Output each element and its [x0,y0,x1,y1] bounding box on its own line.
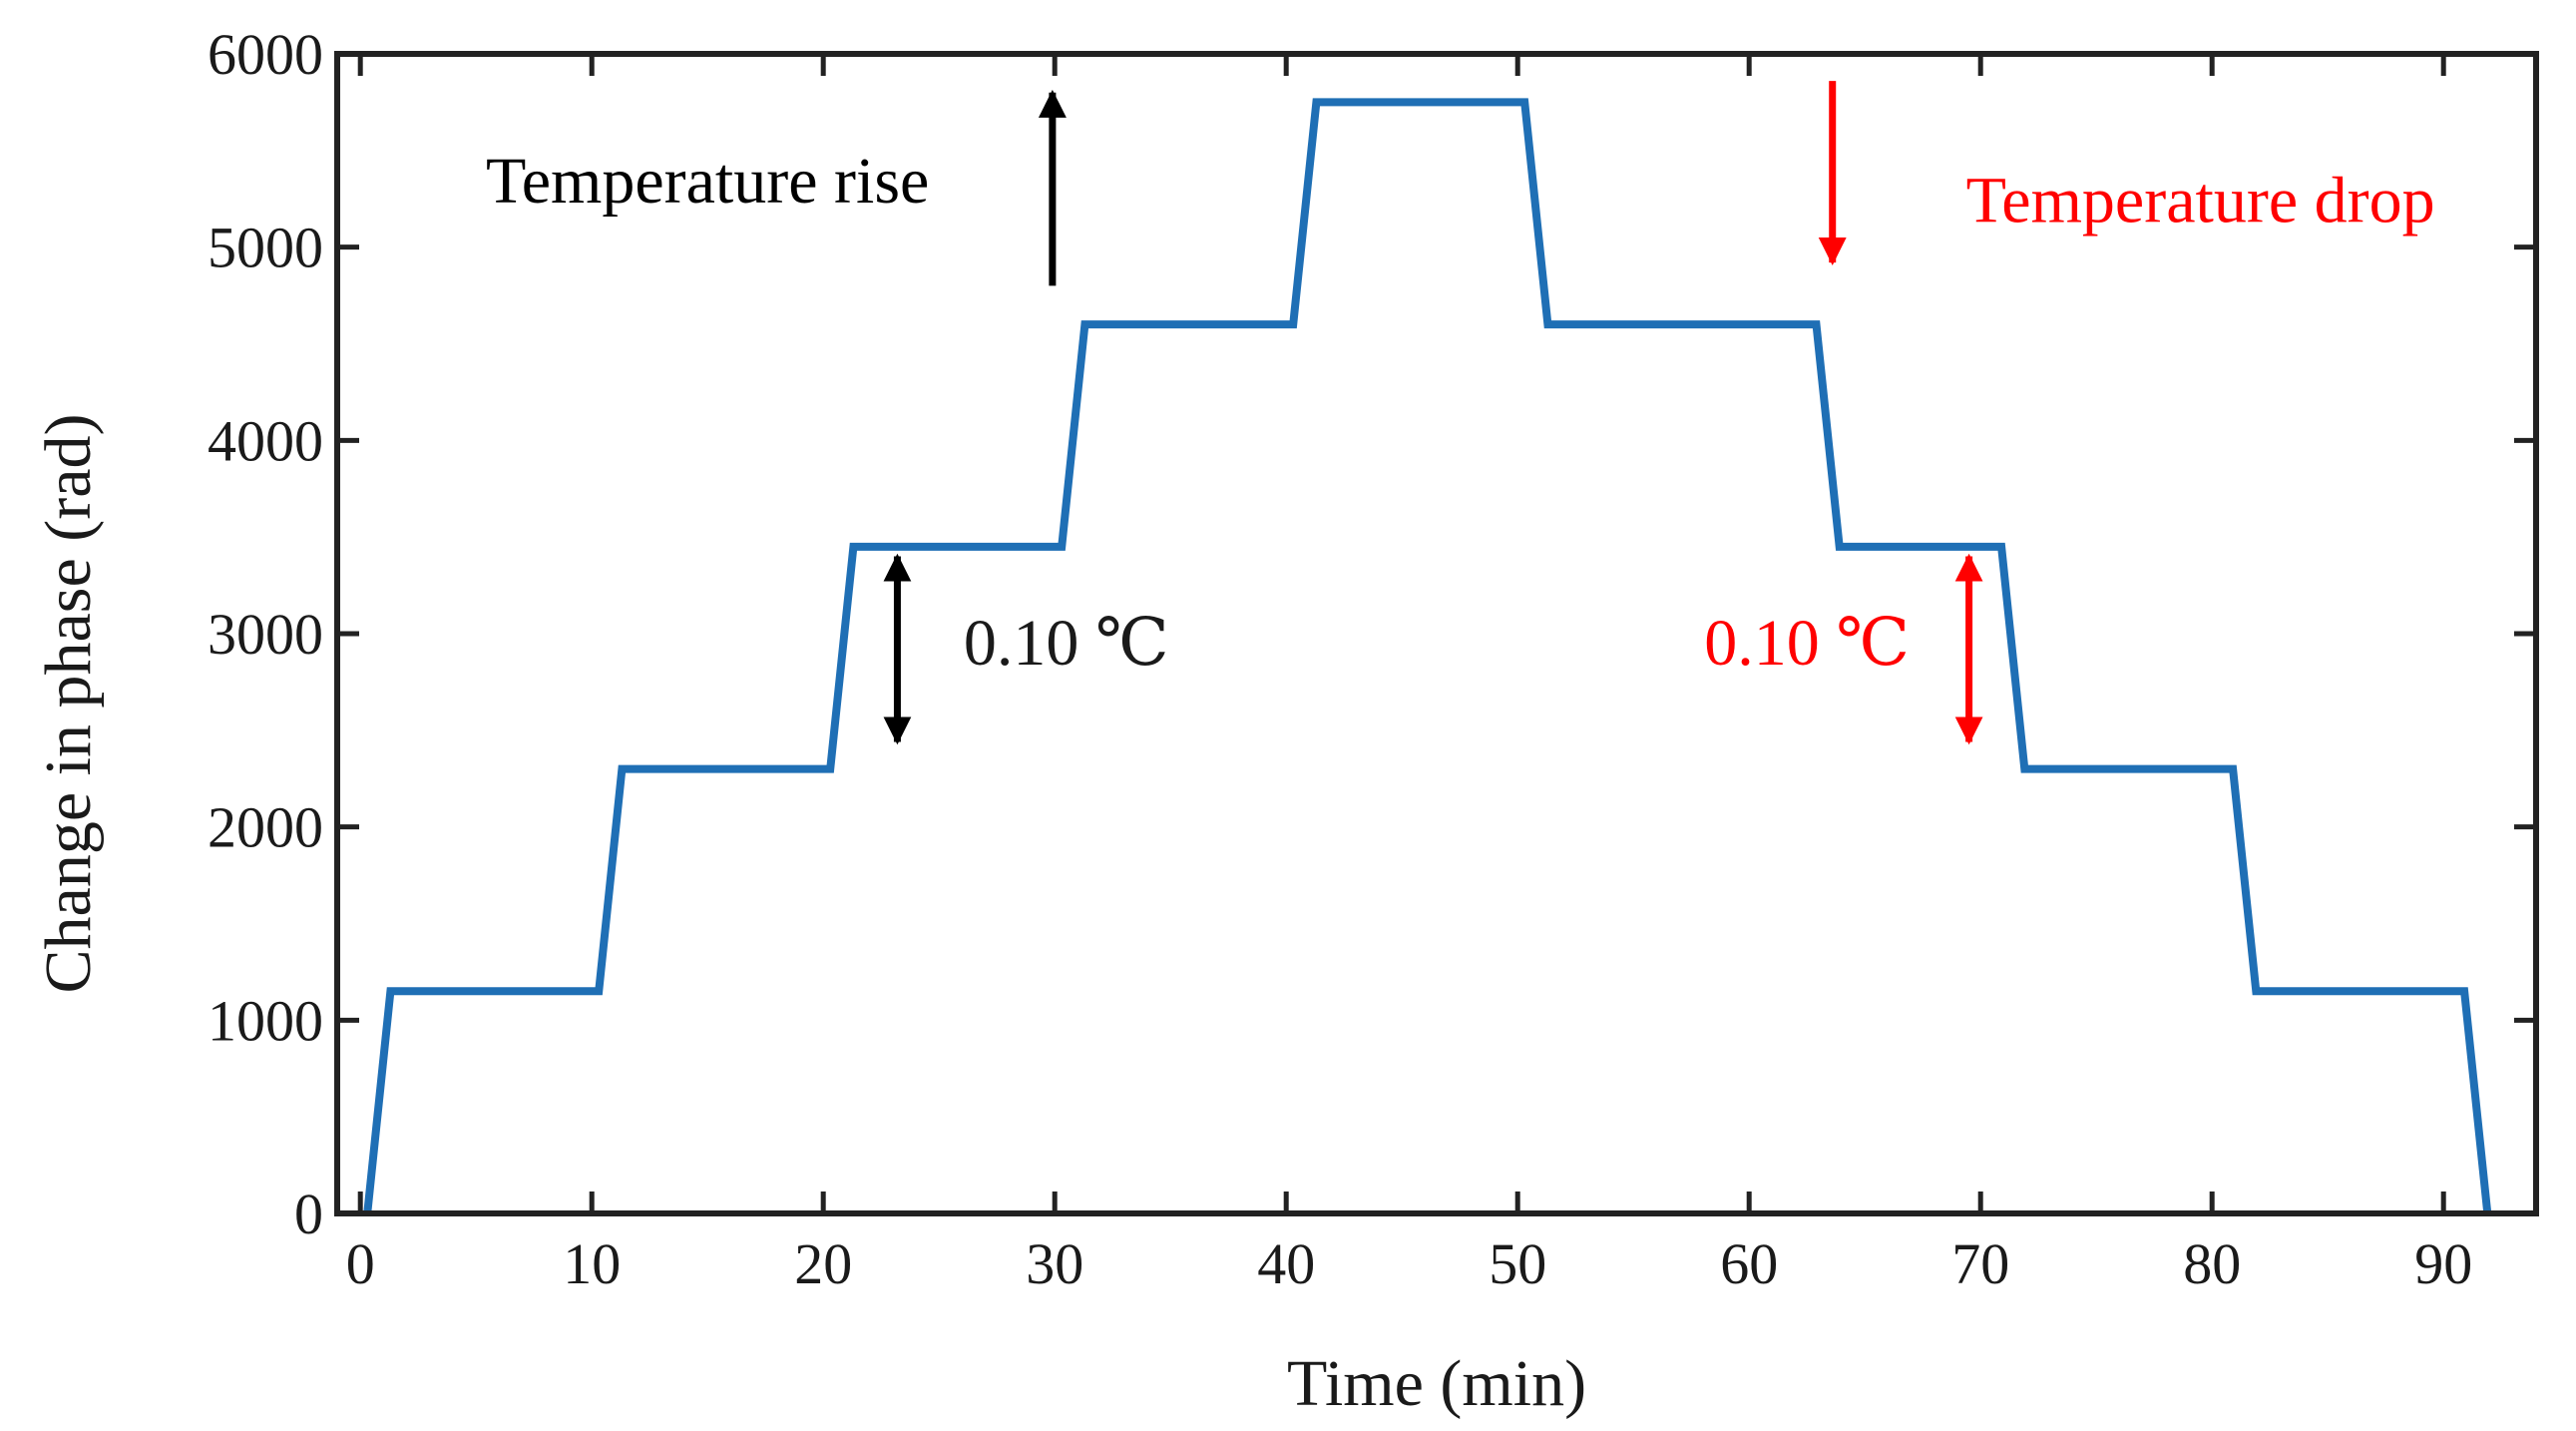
annotation-text-drop: Temperature drop [1966,164,2435,237]
series-line-phase-change [363,98,2492,1214]
y-axis-label: Change in phase (rad) [32,414,105,994]
x-tick-label: 90 [2414,1231,2472,1296]
y-tick-label: 5000 [208,216,323,280]
x-tick-label: 0 [346,1231,375,1296]
plot-frame [334,51,2539,1216]
x-tick-label: 60 [1720,1231,1778,1296]
y-tick-label: 0 [294,1182,323,1246]
annotation-text-step-drop: 0.10 ℃ [1704,607,1910,680]
y-tick-label: 3000 [208,602,323,667]
x-tick-label: 10 [563,1231,621,1296]
x-tick-label: 30 [1026,1231,1083,1296]
y-tick-label: 1000 [208,988,323,1053]
x-axis-label: Time (min) [1287,1347,1586,1420]
annotation-text-rise: Temperature rise [486,145,929,218]
x-tick-label: 70 [1951,1231,2009,1296]
y-tick-label: 6000 [208,22,323,87]
x-tick-label: 50 [1489,1231,1546,1296]
x-tick-label: 80 [2183,1231,2241,1296]
annotation-text-step-rise: 0.10 ℃ [964,607,1169,680]
y-tick-label: 2000 [208,795,323,860]
x-tick-label: 40 [1257,1231,1315,1296]
y-tick-label: 4000 [208,408,323,473]
x-tick-label: 20 [794,1231,852,1296]
